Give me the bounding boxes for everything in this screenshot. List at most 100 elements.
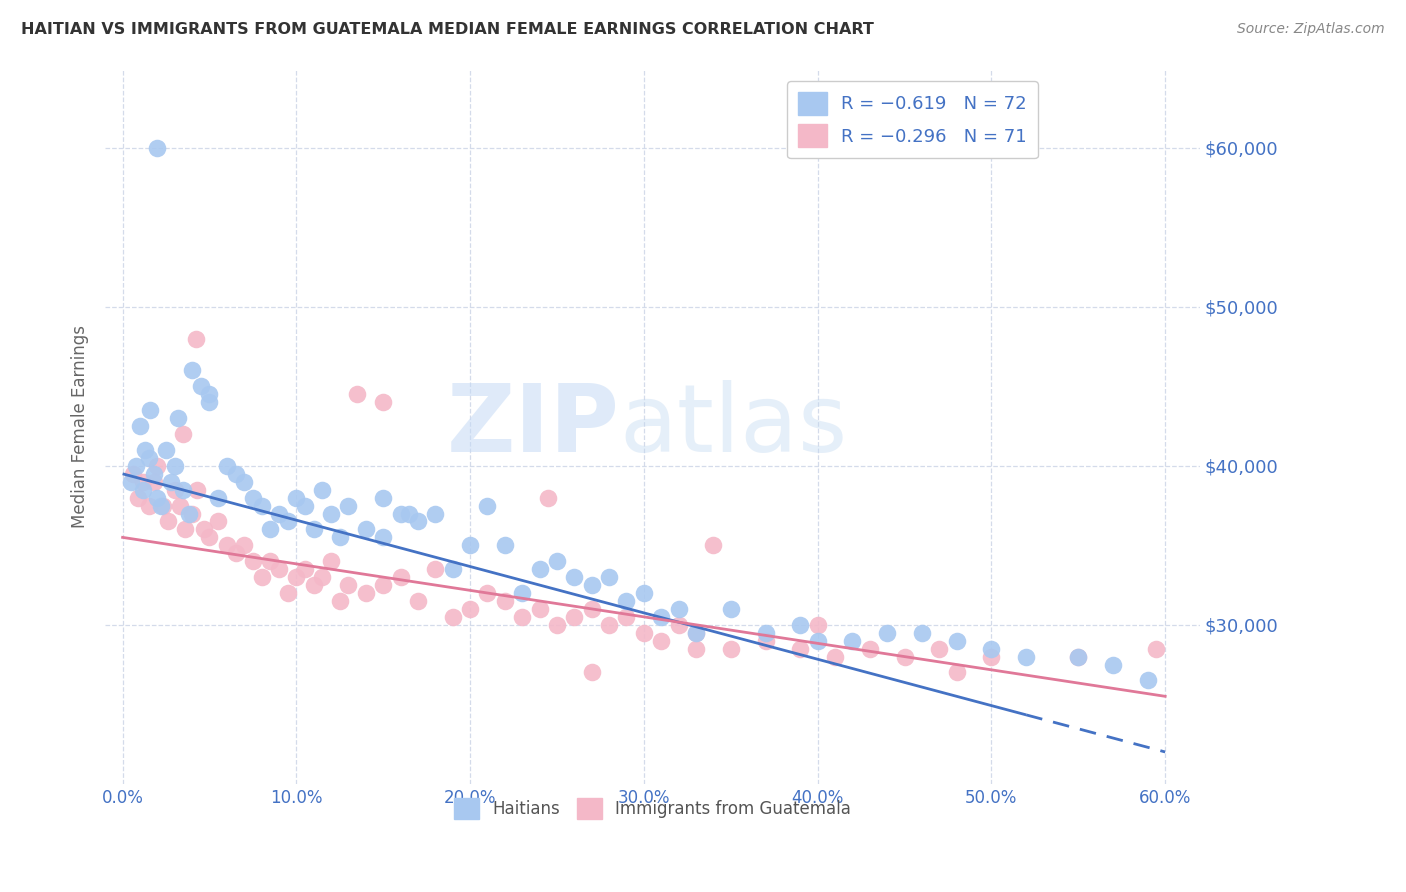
Point	[186, 483, 208, 497]
Point	[564, 610, 586, 624]
Point	[373, 578, 395, 592]
Point	[389, 507, 412, 521]
Point	[302, 578, 325, 592]
Point	[277, 586, 299, 600]
Point	[172, 427, 194, 442]
Point	[346, 387, 368, 401]
Point	[581, 578, 603, 592]
Point	[225, 546, 247, 560]
Point	[477, 499, 499, 513]
Point	[146, 458, 169, 473]
Point	[142, 475, 165, 489]
Point	[172, 483, 194, 497]
Point	[184, 332, 207, 346]
Point	[259, 523, 281, 537]
Point	[311, 483, 333, 497]
Point	[581, 665, 603, 680]
Point	[1146, 641, 1168, 656]
Point	[564, 570, 586, 584]
Point	[302, 523, 325, 537]
Point	[250, 570, 273, 584]
Point	[319, 554, 342, 568]
Point	[685, 625, 707, 640]
Point	[169, 499, 191, 513]
Point	[945, 633, 967, 648]
Text: ZIP: ZIP	[447, 380, 620, 472]
Point	[132, 483, 155, 497]
Point	[337, 499, 360, 513]
Point	[198, 395, 221, 409]
Point	[458, 538, 481, 552]
Point	[477, 586, 499, 600]
Point	[207, 515, 229, 529]
Point	[598, 617, 620, 632]
Point	[616, 594, 638, 608]
Point	[633, 586, 655, 600]
Point	[807, 633, 830, 648]
Point	[122, 467, 145, 481]
Point	[177, 507, 200, 521]
Point	[441, 562, 464, 576]
Point	[893, 649, 915, 664]
Legend: Haitians, Immigrants from Guatemala: Haitians, Immigrants from Guatemala	[447, 792, 858, 825]
Point	[650, 610, 672, 624]
Point	[181, 363, 204, 377]
Point	[138, 499, 160, 513]
Point	[337, 578, 360, 592]
Point	[1067, 649, 1090, 664]
Point	[789, 617, 811, 632]
Point	[285, 491, 308, 505]
Point	[225, 467, 247, 481]
Text: atlas: atlas	[620, 380, 848, 472]
Point	[233, 538, 256, 552]
Point	[146, 141, 169, 155]
Point	[138, 450, 160, 465]
Point	[789, 641, 811, 656]
Point	[876, 625, 898, 640]
Point	[1136, 673, 1159, 688]
Point	[155, 442, 177, 457]
Point	[120, 475, 142, 489]
Point	[945, 665, 967, 680]
Point	[633, 625, 655, 640]
Point	[702, 538, 724, 552]
Point	[156, 515, 179, 529]
Point	[1102, 657, 1125, 672]
Point	[329, 594, 352, 608]
Point	[441, 610, 464, 624]
Point	[720, 641, 742, 656]
Point	[129, 419, 152, 434]
Point	[259, 554, 281, 568]
Point	[198, 387, 221, 401]
Point	[537, 491, 560, 505]
Point	[911, 625, 934, 640]
Point	[529, 562, 551, 576]
Point	[398, 507, 420, 521]
Point	[754, 625, 776, 640]
Point	[754, 633, 776, 648]
Point	[354, 586, 377, 600]
Point	[285, 570, 308, 584]
Point	[267, 507, 290, 521]
Text: Source: ZipAtlas.com: Source: ZipAtlas.com	[1237, 22, 1385, 37]
Point	[425, 507, 447, 521]
Point	[167, 411, 190, 425]
Point	[242, 491, 264, 505]
Point	[215, 458, 238, 473]
Point	[685, 625, 707, 640]
Point	[190, 379, 212, 393]
Point	[685, 641, 707, 656]
Point	[494, 538, 516, 552]
Point	[267, 562, 290, 576]
Point	[132, 475, 155, 489]
Point	[174, 523, 197, 537]
Point	[824, 649, 846, 664]
Point	[193, 523, 215, 537]
Point	[581, 602, 603, 616]
Point	[250, 499, 273, 513]
Point	[329, 530, 352, 544]
Point	[510, 610, 533, 624]
Point	[928, 641, 950, 656]
Point	[319, 507, 342, 521]
Point	[650, 633, 672, 648]
